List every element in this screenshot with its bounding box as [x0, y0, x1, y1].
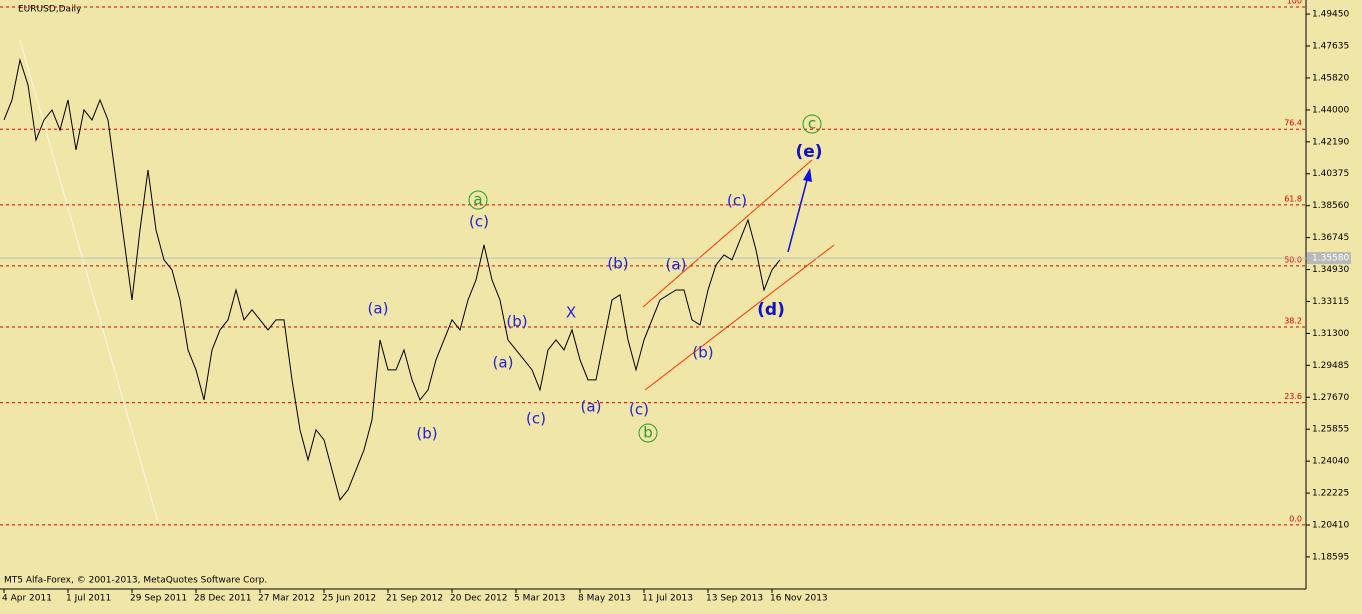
y-tick-label: 1.29485 — [1312, 361, 1349, 371]
y-tick-label: 1.44000 — [1312, 105, 1349, 115]
wave-label: (b) — [607, 255, 628, 273]
wave-circle — [638, 423, 658, 443]
wave-label: (a) — [493, 354, 514, 372]
y-tick-label: 1.25855 — [1312, 425, 1349, 435]
x-tick-label: 27 Mar 2012 — [258, 594, 315, 604]
wave-label: (a) — [368, 300, 389, 318]
y-tick-label: 1.45820 — [1312, 73, 1349, 83]
fibo-label: 50.0 — [1284, 255, 1302, 264]
wave-label: X — [566, 304, 576, 322]
x-tick-label: 13 Sep 2013 — [706, 594, 763, 604]
fibo-label: 23.6 — [1284, 392, 1302, 401]
wave-label: (e) — [795, 142, 822, 162]
wave-label: (b) — [692, 344, 713, 362]
wave-label: (b) — [506, 313, 527, 331]
x-tick-label: 16 Nov 2013 — [770, 594, 828, 604]
y-tick-label: 1.47635 — [1312, 42, 1349, 52]
wave-label: a — [473, 191, 482, 209]
wave-label: (a) — [581, 398, 602, 416]
trend-line — [19, 39, 159, 523]
wave-label: (c) — [526, 410, 546, 428]
x-tick-label: 29 Sep 2011 — [130, 594, 187, 604]
fibo-label: 38.2 — [1284, 317, 1302, 326]
fibo-label: 0.0 — [1289, 514, 1302, 523]
y-tick-label: 1.31300 — [1312, 329, 1349, 339]
y-tick-label: 1.49450 — [1312, 10, 1349, 20]
arrow — [787, 179, 808, 253]
x-tick-label: 5 Mar 2013 — [514, 594, 565, 604]
y-tick-label: 1.40375 — [1312, 169, 1349, 179]
channel-upper — [642, 159, 813, 308]
y-tick-label: 1.33115 — [1312, 297, 1349, 307]
y-tick-label: 1.24040 — [1312, 457, 1349, 467]
wave-label: (d) — [757, 300, 785, 320]
last-price-box — [1307, 252, 1351, 265]
last-price-label: 1.35580 — [1312, 254, 1349, 264]
fibo-label: 61.8 — [1284, 194, 1302, 203]
wave-circle — [802, 114, 822, 134]
arrow-head — [803, 168, 812, 182]
x-tick-label: 25 Jun 2012 — [322, 594, 376, 604]
x-tick-label: 28 Dec 2011 — [194, 594, 252, 604]
y-tick-label: 1.27670 — [1312, 393, 1349, 403]
fibo-label: 76.4 — [1284, 119, 1302, 128]
wave-circle — [468, 190, 488, 210]
channel-lower — [644, 244, 835, 391]
wave-label: (a) — [666, 256, 687, 274]
wave-label: c — [808, 115, 816, 133]
x-tick-label: 20 Dec 2012 — [450, 594, 508, 604]
y-tick-label: 1.36745 — [1312, 233, 1349, 243]
y-tick-label: 1.18595 — [1312, 552, 1349, 562]
y-tick-label: 1.42190 — [1312, 137, 1349, 147]
y-tick-label: 1.34930 — [1312, 265, 1349, 275]
y-tick-label: 1.38560 — [1312, 201, 1349, 211]
x-tick-label: 4 Apr 2011 — [2, 594, 52, 604]
wave-label: b — [643, 424, 653, 442]
x-tick-label: 1 Jul 2011 — [66, 594, 111, 604]
price-line — [3, 58, 781, 501]
y-tick-label: 1.20410 — [1312, 521, 1349, 531]
footer: MT5 Alfa-Forex, © 2001-2013, MetaQuotes … — [4, 576, 267, 586]
wave-label: (b) — [416, 425, 437, 443]
x-tick-label: 8 May 2013 — [578, 594, 631, 604]
fibo-label: 100 — [1287, 0, 1302, 6]
chart-title: EURUSD,Daily — [18, 5, 82, 15]
y-tick-label: 1.22225 — [1312, 489, 1349, 499]
wave-label: (c) — [727, 192, 747, 210]
wave-label: (c) — [629, 401, 649, 419]
x-tick-label: 21 Sep 2012 — [386, 594, 443, 604]
wave-label: (c) — [469, 213, 489, 231]
x-tick-label: 11 Jul 2013 — [642, 594, 693, 604]
